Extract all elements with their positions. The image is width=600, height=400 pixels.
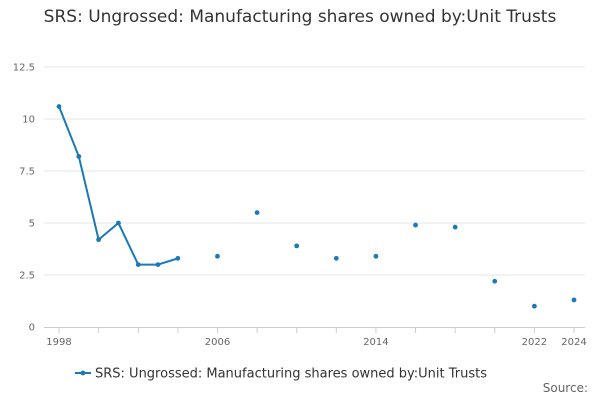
x-axis-tick-labels: 1998 2006 2014 2022 2024 xyxy=(46,337,586,348)
y-tick-label: 7.5 xyxy=(19,167,35,178)
data-point[interactable] xyxy=(373,253,379,259)
data-point[interactable] xyxy=(56,104,62,109)
x-tick-label: 2024 xyxy=(561,337,586,348)
data-series xyxy=(56,104,577,309)
data-point[interactable] xyxy=(135,262,141,267)
y-tick-label: 12.5 xyxy=(13,63,35,74)
data-point[interactable] xyxy=(96,237,102,243)
x-tick-label: 2022 xyxy=(522,337,547,348)
data-point[interactable] xyxy=(155,262,161,267)
chart-title: SRS: Ungrossed: Manufacturing shares own… xyxy=(43,7,557,27)
data-point[interactable] xyxy=(492,278,498,284)
y-tick-label: 2.5 xyxy=(19,271,35,282)
legend-swatch-marker xyxy=(80,370,86,376)
y-tick-label: 5 xyxy=(29,219,35,230)
legend[interactable]: SRS: Ungrossed: Manufacturing shares own… xyxy=(75,367,487,382)
series-line xyxy=(58,105,179,266)
data-point[interactable] xyxy=(333,255,339,261)
y-axis-tick-labels: 0 2.5 5 7.5 10 12.5 xyxy=(13,63,35,334)
legend-label[interactable]: SRS: Ungrossed: Manufacturing shares own… xyxy=(95,367,487,382)
x-axis xyxy=(44,327,585,333)
x-tick-label: 2006 xyxy=(205,337,230,348)
x-tick-label: 2014 xyxy=(363,337,388,348)
data-point[interactable] xyxy=(452,224,458,230)
data-point[interactable] xyxy=(571,297,577,303)
data-point[interactable] xyxy=(215,253,220,259)
gridlines xyxy=(44,66,585,276)
data-point[interactable] xyxy=(254,210,260,216)
x-tick-label: 1998 xyxy=(46,337,71,348)
source-label: Source: xyxy=(542,381,588,395)
data-point[interactable] xyxy=(76,154,82,159)
data-point[interactable] xyxy=(175,255,181,261)
data-point[interactable] xyxy=(294,243,300,249)
y-tick-label: 10 xyxy=(22,115,35,126)
y-tick-label: 0 xyxy=(29,323,35,334)
data-point[interactable] xyxy=(413,222,418,228)
data-point[interactable] xyxy=(116,220,121,226)
data-point[interactable] xyxy=(531,303,537,309)
